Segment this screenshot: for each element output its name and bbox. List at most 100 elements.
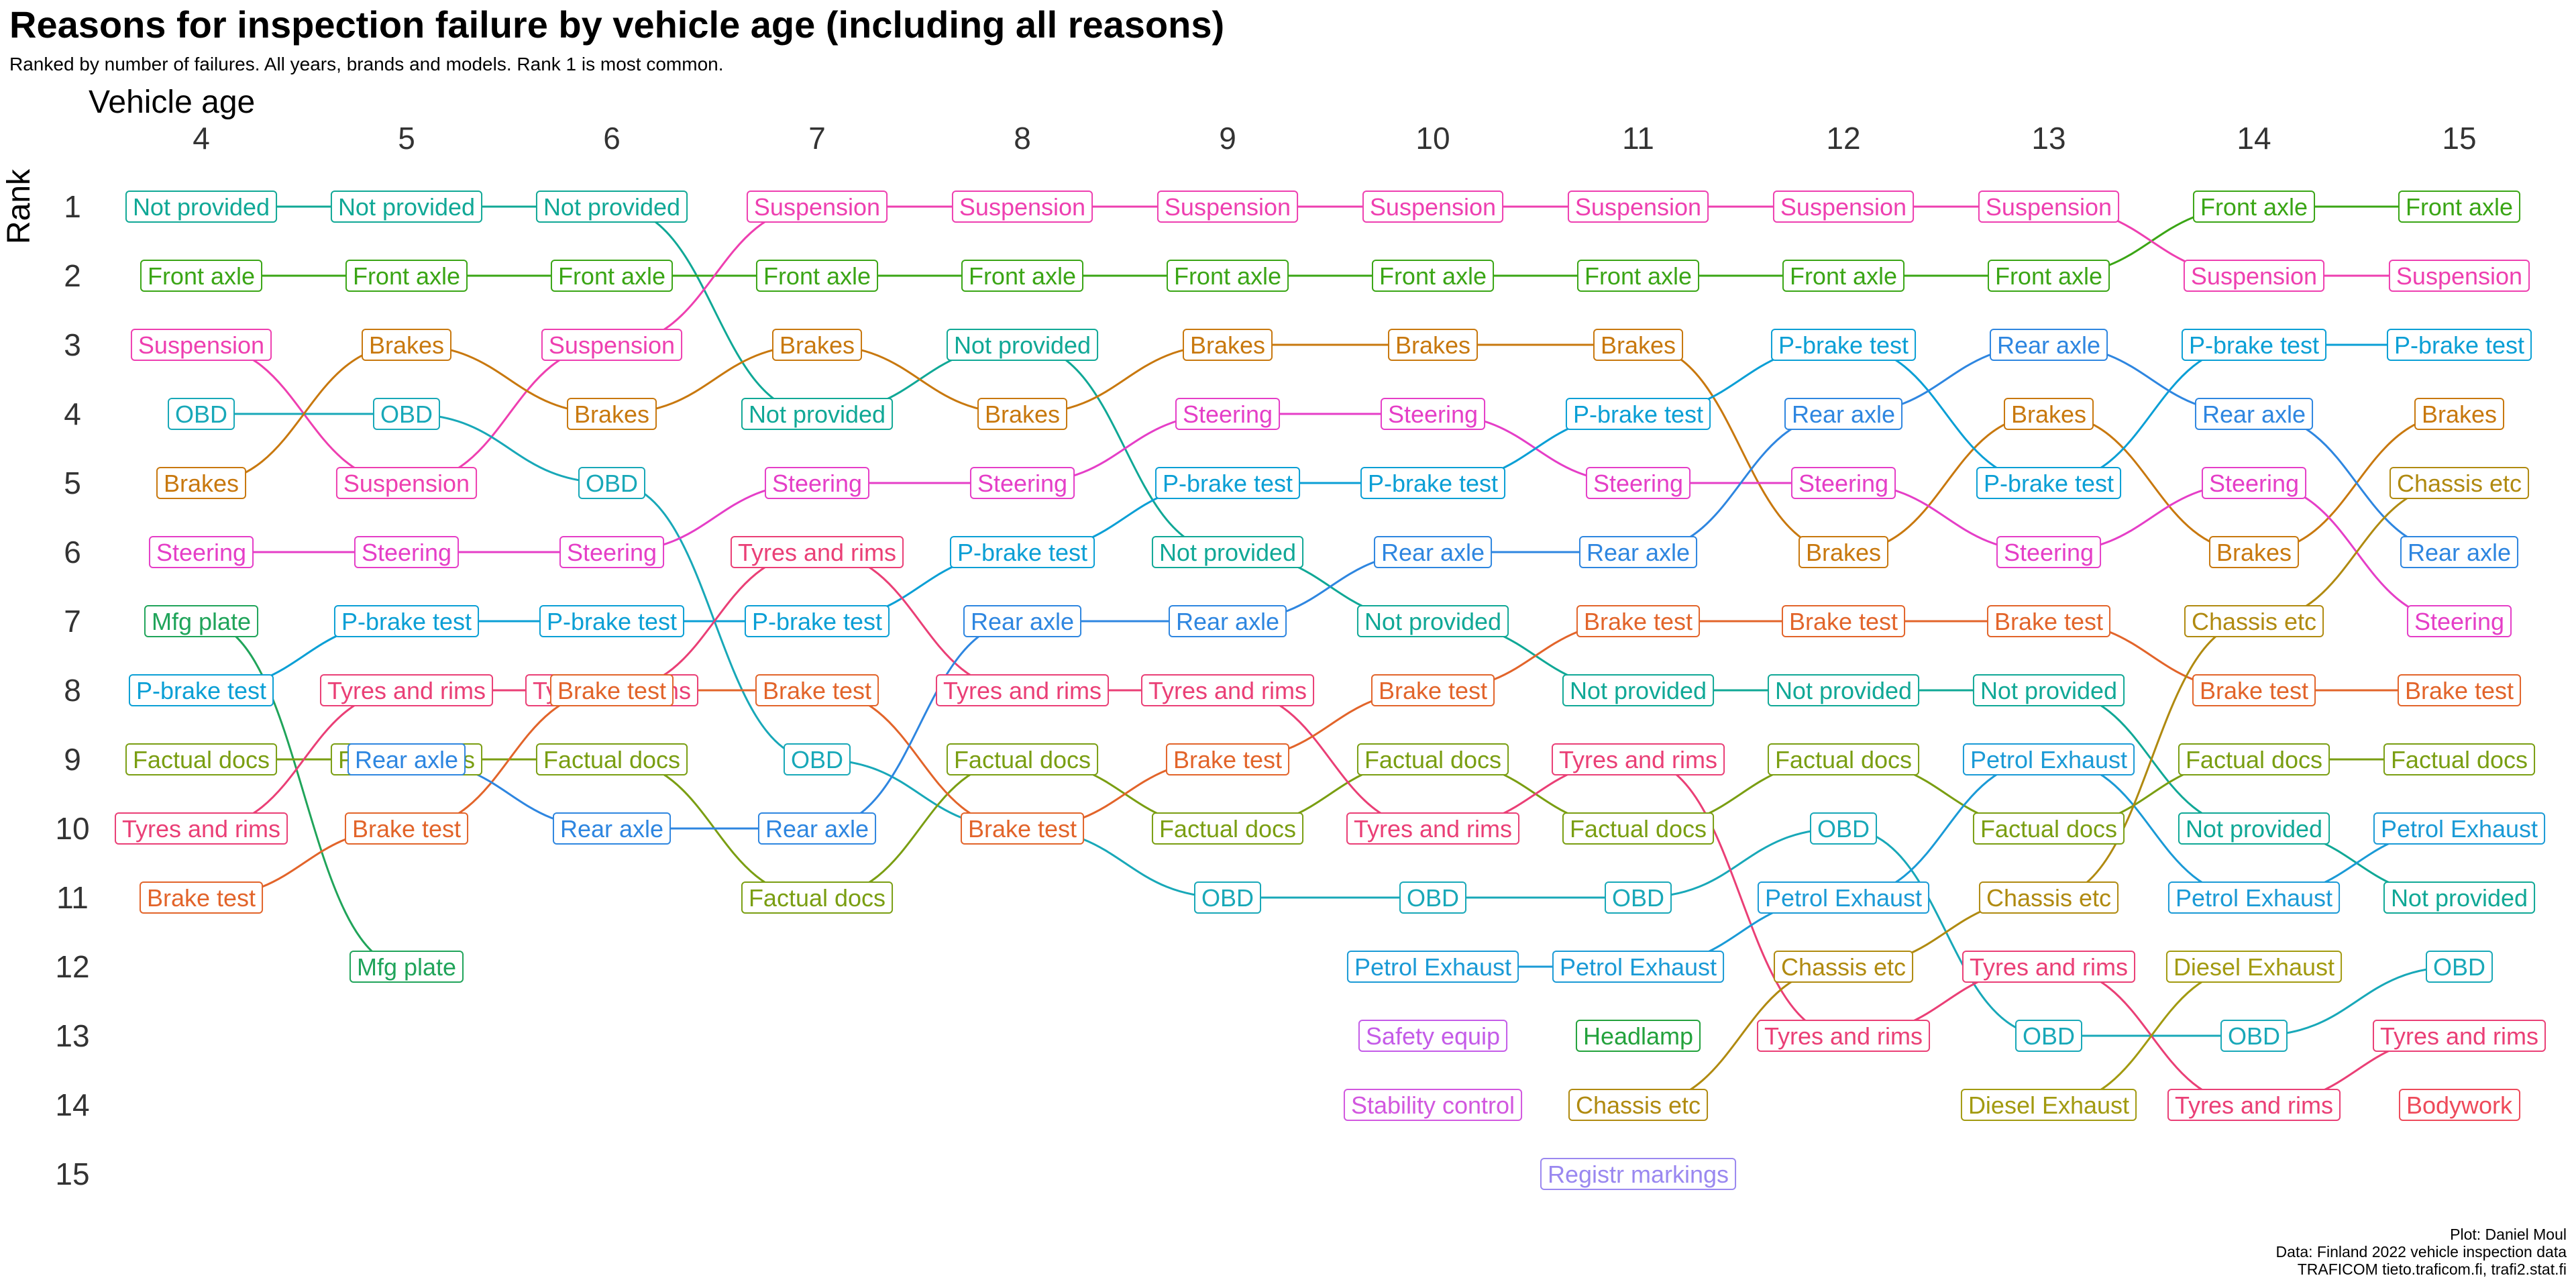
point-label-p-brake-test: P-brake test	[1770, 329, 1917, 361]
point-label-suspension: Suspension	[746, 191, 888, 223]
svg-text:Petrol Exhaust: Petrol Exhaust	[2381, 815, 2538, 843]
svg-text:Front axle: Front axle	[1995, 262, 2102, 290]
point-label-factual-docs: Factual docs	[1767, 743, 1920, 775]
point-label-tyres-and-rims: Tyres and rims	[1140, 674, 1315, 706]
svg-text:P-brake test: P-brake test	[752, 608, 882, 635]
svg-text:Brakes: Brakes	[369, 331, 444, 359]
point-label-p-brake-test: P-brake test	[1155, 467, 1301, 499]
point-label-suspension: Suspension	[335, 467, 478, 499]
point-label-p-brake-test: P-brake test	[744, 605, 890, 637]
y-tick-label: 8	[64, 673, 81, 708]
point-label-tyres-and-rims: Tyres and rims	[2372, 1020, 2546, 1052]
svg-text:Tyres and rims: Tyres and rims	[122, 815, 280, 843]
point-label-suspension: Suspension	[1978, 191, 2120, 223]
point-label-obd: OBD	[1809, 812, 1878, 845]
point-label-steering: Steering	[354, 536, 460, 568]
svg-text:Front axle: Front axle	[353, 262, 460, 290]
y-tick-label: 9	[64, 742, 81, 777]
svg-text:Suspension: Suspension	[1370, 193, 1496, 221]
point-label-p-brake-test: P-brake test	[1565, 398, 1711, 430]
svg-text:Not provided: Not provided	[1775, 677, 1912, 704]
svg-text:Not provided: Not provided	[1364, 608, 1501, 635]
svg-text:Registr markings: Registr markings	[1548, 1161, 1729, 1188]
svg-text:Chassis etc: Chassis etc	[2192, 608, 2316, 635]
svg-text:Front axle: Front axle	[1174, 262, 1281, 290]
svg-text:P-brake test: P-brake test	[1368, 470, 1498, 497]
point-label-factual-docs: Factual docs	[2383, 743, 2536, 775]
svg-text:Tyres and rims: Tyres and rims	[943, 677, 1102, 704]
y-tick-label: 14	[55, 1087, 89, 1122]
svg-text:Steering: Steering	[2414, 608, 2504, 635]
point-label-not-provided: Not provided	[741, 398, 894, 430]
point-label-front-axle: Front axle	[1371, 260, 1495, 292]
svg-text:P-brake test: P-brake test	[2189, 331, 2319, 359]
svg-text:Brakes: Brakes	[164, 470, 239, 497]
point-label-tyres-and-rims: Tyres and rims	[2167, 1089, 2341, 1121]
x-axis-label: Vehicle age	[89, 85, 255, 120]
svg-text:Brakes: Brakes	[2422, 400, 2497, 428]
point-label-diesel-exhaust: Diesel Exhaust	[1960, 1089, 2137, 1121]
svg-text:Tyres and rims: Tyres and rims	[1970, 953, 2128, 981]
point-label-suspension: Suspension	[2183, 260, 2325, 292]
point-label-brake-test: Brake test	[1986, 605, 2111, 637]
point-label-front-axle: Front axle	[2192, 191, 2316, 223]
point-label-rear-axle: Rear axle	[1989, 329, 2108, 361]
x-tick-label: 9	[1219, 121, 1236, 156]
point-label-front-axle: Front axle	[2398, 191, 2521, 223]
svg-text:Brake test: Brake test	[1994, 608, 2103, 635]
y-tick-label: 4	[64, 396, 81, 431]
point-label-not-provided: Not provided	[125, 191, 278, 223]
point-label-diesel-exhaust: Diesel Exhaust	[2165, 951, 2343, 983]
point-label-factual-docs: Factual docs	[946, 743, 1099, 775]
point-label-rear-axle: Rear axle	[2194, 398, 2314, 430]
point-label-factual-docs: Factual docs	[1356, 743, 1509, 775]
y-tick-label: 2	[64, 258, 81, 293]
point-label-brakes: Brakes	[1798, 536, 1889, 568]
series-line-petrol-exhaust	[1433, 758, 2460, 968]
svg-text:Mfg plate: Mfg plate	[152, 608, 251, 635]
y-tick-label: 7	[64, 604, 81, 639]
point-label-chassis-etc: Chassis etc	[1773, 951, 1914, 983]
point-label-steering: Steering	[1585, 467, 1691, 499]
point-label-suspension: Suspension	[951, 191, 1093, 223]
svg-text:Brakes: Brakes	[574, 400, 649, 428]
svg-text:Front axle: Front axle	[1790, 262, 1897, 290]
point-label-petrol-exhaust: Petrol Exhaust	[1346, 951, 1519, 983]
svg-text:Rear axle: Rear axle	[971, 608, 1074, 635]
y-axis-label: Rank	[1, 168, 37, 244]
point-label-obd: OBD	[1604, 881, 1672, 914]
point-label-brake-test: Brake test	[1576, 605, 1701, 637]
point-label-not-provided: Not provided	[2178, 812, 2330, 845]
svg-text:P-brake test: P-brake test	[2394, 331, 2524, 359]
svg-text:OBD: OBD	[791, 746, 843, 773]
point-label-suspension: Suspension	[1362, 191, 1504, 223]
x-tick-label: 5	[398, 121, 415, 156]
svg-text:Not provided: Not provided	[338, 193, 475, 221]
point-label-front-axle: Front axle	[1987, 260, 2110, 292]
svg-text:Tyres and rims: Tyres and rims	[2175, 1091, 2333, 1119]
point-label-steering: Steering	[1996, 536, 2102, 568]
svg-text:Factual docs: Factual docs	[1364, 746, 1501, 773]
x-tick-label: 7	[808, 121, 826, 156]
svg-text:Suspension: Suspension	[959, 193, 1085, 221]
point-label-obd: OBD	[1399, 881, 1467, 914]
svg-text:Chassis etc: Chassis etc	[1576, 1091, 1701, 1119]
point-label-brake-test: Brake test	[960, 812, 1085, 845]
svg-text:Brake test: Brake test	[1789, 608, 1898, 635]
svg-text:Tyres and rims: Tyres and rims	[1764, 1022, 1923, 1050]
point-label-rear-axle: Rear axle	[552, 812, 672, 845]
svg-text:Petrol Exhaust: Petrol Exhaust	[2176, 884, 2332, 912]
y-tick-label: 10	[55, 811, 89, 846]
svg-text:Steering: Steering	[362, 539, 451, 566]
svg-text:Steering: Steering	[1799, 470, 1888, 497]
point-label-obd: OBD	[167, 398, 235, 430]
svg-text:Suspension: Suspension	[1986, 193, 2112, 221]
point-label-p-brake-test: P-brake test	[1360, 467, 1506, 499]
point-label-brake-test: Brake test	[2397, 674, 2522, 706]
svg-text:Suspension: Suspension	[549, 331, 675, 359]
svg-text:Brake test: Brake test	[1379, 677, 1487, 704]
point-label-rear-axle: Rear axle	[347, 743, 466, 775]
svg-text:Front axle: Front axle	[969, 262, 1076, 290]
point-label-brakes: Brakes	[771, 329, 863, 361]
point-label-p-brake-test: P-brake test	[333, 605, 480, 637]
